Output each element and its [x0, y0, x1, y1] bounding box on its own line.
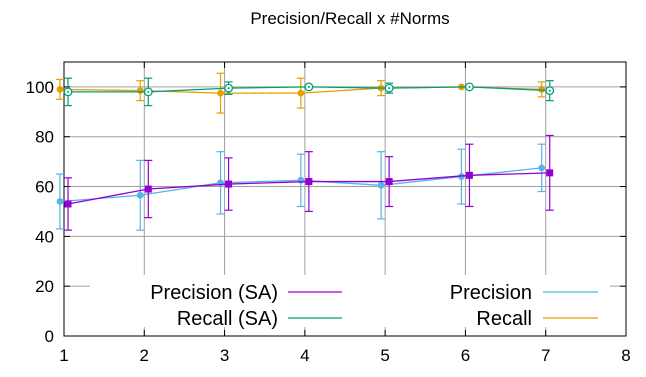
data-point — [538, 164, 546, 172]
data-point — [64, 200, 72, 208]
plot-frame — [63, 61, 627, 337]
y-tick-label: 40 — [35, 227, 54, 246]
y-tick-label: 0 — [45, 327, 54, 346]
data-point — [546, 169, 554, 177]
y-tick-label: 100 — [26, 78, 54, 97]
data-point — [377, 181, 385, 189]
data-point — [385, 178, 393, 186]
legend-label: Precision (SA) — [150, 282, 278, 304]
y-tick-label: 80 — [35, 128, 54, 147]
chart-title: Precision/Recall x #Norms — [250, 9, 449, 28]
x-tick-label: 7 — [541, 346, 550, 365]
data-point — [56, 198, 64, 205]
x-tick-label: 2 — [140, 346, 149, 365]
data-point — [297, 176, 305, 184]
x-tick-label: 3 — [220, 346, 229, 365]
data-point — [305, 178, 313, 186]
data-point-center — [548, 89, 551, 92]
x-tick-label: 6 — [461, 346, 470, 365]
data-point-center — [227, 87, 230, 90]
data-point — [144, 185, 152, 193]
x-tick-label: 4 — [300, 346, 309, 365]
data-point-center — [468, 85, 471, 88]
data-point — [297, 89, 305, 97]
data-point — [136, 87, 144, 95]
legend-background — [90, 275, 610, 327]
data-point — [225, 180, 233, 188]
data-point — [136, 191, 144, 199]
data-point-center — [307, 85, 310, 88]
data-point — [538, 86, 546, 93]
data-point-center — [388, 87, 391, 90]
series-layer — [55, 72, 555, 231]
data-point — [217, 89, 224, 97]
legend-label: Recall — [476, 308, 532, 330]
legend-label: Precision — [450, 282, 532, 304]
data-point-center — [67, 90, 70, 93]
x-tick-label: 8 — [621, 346, 630, 365]
x-tick-label: 5 — [380, 346, 389, 365]
data-point — [465, 171, 473, 179]
legend: Precision (SA) Precision Recall (SA) Recall — [90, 275, 610, 330]
data-point-center — [147, 90, 150, 93]
y-tick-label: 20 — [35, 277, 54, 296]
legend-label: Recall (SA) — [177, 308, 278, 330]
data-point — [56, 86, 64, 93]
y-tick-label: 60 — [35, 178, 54, 197]
x-tick-label: 1 — [59, 346, 68, 365]
